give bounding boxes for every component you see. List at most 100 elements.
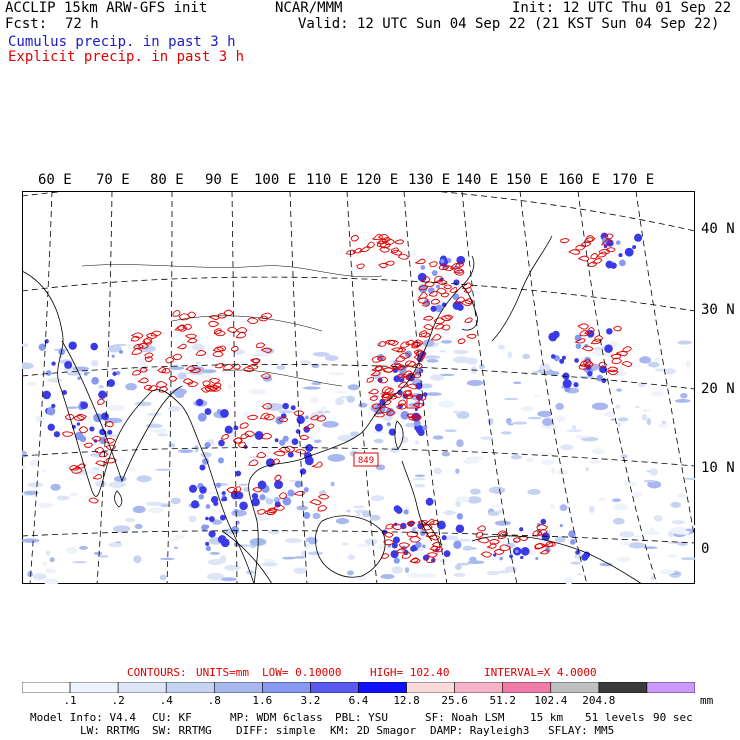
light-precip-patch <box>456 411 470 420</box>
light-precip-patch <box>617 421 622 428</box>
light-precip-patch <box>616 388 622 392</box>
cumulus-precip-blob <box>211 495 219 504</box>
light-precip-patch <box>623 481 637 486</box>
cumulus-precip-blob <box>436 520 446 530</box>
cumulus-precip-blob <box>574 358 579 363</box>
light-precip-patch <box>684 477 695 480</box>
light-precip-patch <box>642 409 651 413</box>
light-precip-patch <box>224 564 242 571</box>
light-precip-patch <box>380 574 395 580</box>
light-precip-patch <box>309 398 316 403</box>
cumulus-precip-blob <box>294 480 302 488</box>
cumulus-precip-blob <box>596 374 604 382</box>
light-precip-patch <box>263 558 276 563</box>
light-precip-patch <box>249 389 267 395</box>
meridian-line <box>519 191 588 584</box>
cumulus-precip-blob <box>559 358 565 364</box>
light-precip-patch <box>505 566 517 573</box>
explicit-precip-contour <box>187 311 197 319</box>
explicit-precip-contour <box>412 414 422 421</box>
explicit-precip-contour <box>493 549 505 555</box>
cumulus-precip-blob <box>251 493 259 500</box>
cumulus-precip-blob <box>561 355 566 360</box>
light-precip-patch <box>159 557 175 561</box>
light-precip-patch <box>453 572 466 578</box>
explicit-precip-contour <box>208 377 221 384</box>
light-precip-patch <box>175 392 185 399</box>
explicit-precip-contour <box>577 323 589 330</box>
light-precip-patch <box>680 557 695 561</box>
light-precip-patch <box>658 423 669 428</box>
cumulus-precip-blob <box>116 370 121 376</box>
light-precip-patch <box>454 564 462 571</box>
cumulus-precip-blob <box>282 496 292 506</box>
explicit-precip-contour <box>373 412 386 418</box>
cumulus-precip-blob <box>119 349 123 354</box>
explicit-precip-contour <box>612 325 623 332</box>
light-precip-patch <box>206 572 224 581</box>
cumulus-precip-blob <box>419 530 426 537</box>
light-precip-patch <box>243 486 250 492</box>
cumulus-precip-blob <box>618 253 623 258</box>
light-precip-patch <box>418 573 436 579</box>
explicit-precip-contour <box>390 249 403 256</box>
cumulus-precip-blob <box>279 439 286 446</box>
explicit-precip-contour <box>299 434 310 441</box>
light-precip-patch <box>423 355 441 359</box>
explicit-precip-contour <box>226 486 238 494</box>
explicit-precip-contour <box>202 380 211 387</box>
explicit-precip-contour <box>261 402 273 410</box>
cumulus-precip-blob <box>199 464 206 471</box>
light-precip-patch <box>559 504 568 511</box>
meridian-line <box>29 191 53 584</box>
explicit-precip-contour <box>294 490 306 496</box>
cumulus-precip-blob <box>77 376 81 380</box>
explicit-precip-contour <box>391 523 404 531</box>
storm-marker-box <box>406 395 420 409</box>
light-precip-patch <box>65 546 78 554</box>
light-precip-patch <box>520 406 534 412</box>
explicit-precip-contour <box>443 284 453 290</box>
light-precip-patch <box>507 423 514 426</box>
light-precip-patch <box>512 421 528 425</box>
explicit-precip-contour <box>261 432 273 440</box>
light-precip-patch <box>173 546 179 549</box>
lon-label: 150 E <box>506 172 549 188</box>
lat-label: 20 N <box>701 381 735 397</box>
explicit-precip-contour <box>143 337 152 344</box>
cumulus-precip-blob <box>198 493 205 500</box>
light-precip-patch <box>124 518 136 523</box>
light-precip-patch <box>322 421 339 428</box>
footer-lw: LW: RRTMG <box>80 724 140 737</box>
lon-label: 90 E <box>205 172 239 188</box>
explicit-precip-contour <box>417 292 428 299</box>
explicit-precip-contour <box>97 398 105 406</box>
asia-coastline <box>22 255 475 584</box>
light-precip-patch <box>312 351 330 357</box>
light-precip-patch <box>628 542 645 549</box>
explicit-precip-contour <box>105 444 116 451</box>
explicit-precip-contour <box>238 441 247 448</box>
explicit-precip-contour <box>260 347 273 353</box>
cumulus-precip-blob <box>259 494 266 501</box>
cumulus-precip-blob <box>230 525 240 535</box>
explicit-precip-contour <box>94 447 105 454</box>
light-precip-patch <box>307 551 324 556</box>
explicit-precip-contour <box>223 309 234 316</box>
cumulus-precip-blob <box>440 259 445 264</box>
cumulus-precip-blob <box>615 240 621 245</box>
cumulus-precip-blob <box>305 415 309 420</box>
storm-label: 849 <box>358 456 374 466</box>
light-precip-patch <box>255 515 268 522</box>
light-precip-patch <box>541 418 553 427</box>
explicit-precip-contour <box>395 548 407 554</box>
explicit-precip-contour <box>598 361 608 369</box>
explicit-precip-contour <box>78 426 89 434</box>
explicit-precip-contour <box>138 342 149 349</box>
explicit-precip-contour <box>607 366 619 373</box>
light-precip-patch <box>134 401 152 406</box>
cumulus-precip-blob <box>453 540 462 549</box>
explicit-precip-contour <box>415 394 427 401</box>
light-precip-patch <box>617 417 629 422</box>
colorbar-swatch <box>117 682 167 693</box>
